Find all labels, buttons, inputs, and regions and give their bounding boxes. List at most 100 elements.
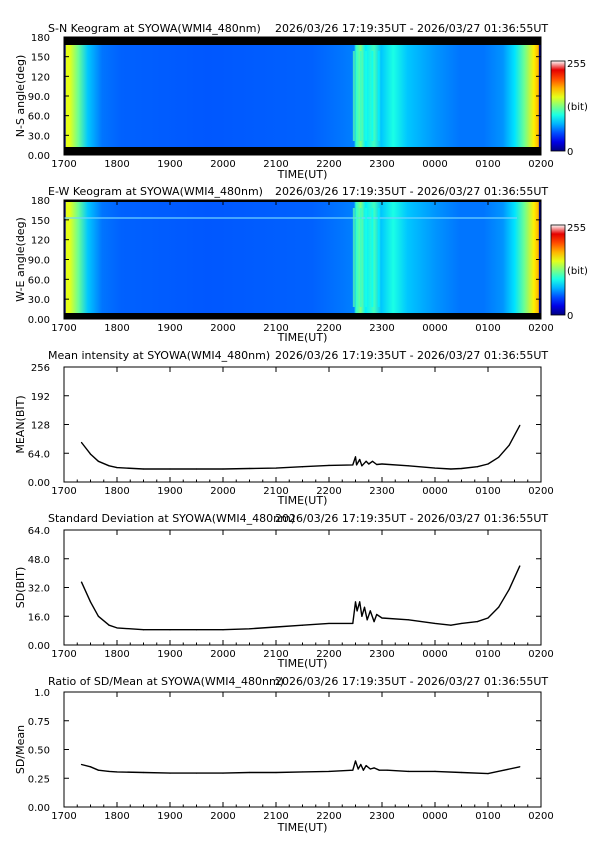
x-tick-label: 2000 — [210, 649, 235, 660]
panel-5: Ratio of SD/Mean at SYOWA(WMI4_480nm)202… — [14, 675, 554, 834]
data-point — [108, 465, 110, 467]
y-axis-label: W-E angle(deg) — [14, 217, 27, 302]
x-tick-label: 0000 — [422, 486, 447, 497]
panel-5-frame — [63, 691, 542, 808]
keogram-image — [64, 45, 541, 147]
data-point — [352, 464, 354, 466]
x-tick-label: 1800 — [104, 486, 129, 497]
y-axis-label: MEAN(BIT) — [14, 395, 27, 453]
panel-1-time-range: 2026/03/26 17:19:35UT - 2026/03/27 01:36… — [275, 22, 548, 35]
data-point — [328, 770, 330, 772]
x-tick-label: 2000 — [210, 811, 235, 822]
data-point — [407, 770, 410, 772]
keogram-column — [377, 51, 380, 141]
x-tick-label: 2000 — [210, 486, 235, 497]
x-tick-label: 2300 — [369, 323, 394, 334]
y-tick-label: 180 — [31, 196, 50, 207]
data-point — [116, 771, 118, 773]
data-point — [80, 441, 83, 444]
panel-1-title: S-N Keogram at SYOWA(WMI4_480nm) — [48, 22, 261, 35]
data-point — [508, 588, 510, 590]
panel-4-frame — [63, 529, 542, 646]
keogram-column — [365, 51, 368, 141]
data-point — [89, 453, 92, 455]
y-tick-label: 90.0 — [28, 92, 50, 103]
data-point — [508, 444, 510, 446]
data-point — [503, 769, 505, 771]
data-point — [376, 613, 378, 616]
data-point — [361, 465, 363, 467]
data-point — [116, 467, 118, 469]
data-point — [386, 769, 388, 771]
data-point — [301, 624, 304, 626]
panel-5-title: Ratio of SD/Mean at SYOWA(WMI4_480nm) — [48, 675, 284, 688]
y-tick-label: 0.75 — [28, 717, 50, 728]
data-point — [434, 467, 436, 469]
x-axis-label: TIME(UT) — [277, 821, 328, 834]
x-tick-label: 2300 — [369, 159, 394, 170]
data-point — [355, 464, 358, 466]
data-point — [301, 771, 304, 773]
data-point — [359, 458, 361, 461]
panel-1: S-N Keogram at SYOWA(WMI4_480nm) 2026/03/… — [14, 22, 588, 181]
x-tick-label: 0000 — [422, 159, 447, 170]
y-tick-label: 256 — [31, 363, 50, 374]
data-point — [460, 467, 463, 470]
x-tick-label: 1800 — [104, 159, 129, 170]
data-point — [519, 565, 521, 567]
data-point — [487, 773, 489, 775]
x-tick-label: 1800 — [104, 323, 129, 334]
x-axis-label: TIME(UT) — [277, 331, 328, 344]
data-point — [407, 619, 410, 621]
data-point — [362, 769, 365, 771]
x-tick-label: 0100 — [475, 649, 500, 660]
data-point — [222, 772, 224, 774]
x-tick-label: 1700 — [51, 486, 76, 497]
series-line — [80, 425, 521, 470]
keogram-column — [359, 208, 362, 307]
data-point — [275, 626, 277, 628]
data-point — [97, 769, 100, 771]
data-point — [195, 468, 198, 470]
panel-3-frame — [63, 366, 542, 483]
data-point — [487, 617, 489, 619]
y-tick-label: 150 — [31, 53, 50, 64]
y-tick-label: 128 — [31, 421, 50, 432]
data-point — [142, 771, 145, 774]
y-tick-label: 150 — [31, 216, 50, 227]
y-tick-label: 0.25 — [28, 774, 50, 785]
colorbar — [550, 60, 566, 152]
colorbar-min-label: 0 — [567, 311, 573, 322]
colorbar-max-label: 255 — [567, 223, 586, 234]
x-tick-label: 1700 — [51, 649, 76, 660]
data-point — [116, 627, 118, 629]
y-tick-label: 0.50 — [28, 746, 50, 757]
y-tick-label: 0.00 — [28, 803, 50, 814]
panel-3: Mean intensity at SYOWA(WMI4_480nm) 2026/… — [14, 349, 554, 507]
keogram-column — [352, 208, 355, 307]
data-point — [248, 771, 251, 774]
panel-4-title: Standard Deviation at SYOWA(WMI4_480nm) — [48, 512, 295, 525]
x-tick-label: 2200 — [316, 323, 341, 334]
panel-2-time-range: 2026/03/26 17:19:35UT - 2026/03/27 01:36… — [275, 185, 548, 198]
data-point — [381, 463, 383, 465]
x-tick-label: 1700 — [51, 811, 76, 822]
x-tick-label: 0200 — [528, 159, 553, 170]
data-point — [356, 610, 358, 612]
x-tick-label: 1900 — [157, 811, 182, 822]
y-tick-label: 0.00 — [28, 641, 50, 652]
data-point — [498, 456, 500, 458]
data-point — [354, 760, 357, 762]
y-tick-label: 30.0 — [28, 295, 50, 306]
data-point — [195, 629, 198, 631]
y-axis-label: SD/Mean — [14, 725, 27, 774]
panel-4: Standard Deviation at SYOWA(WMI4_480nm) 2… — [14, 512, 554, 670]
x-tick-label: 2100 — [263, 649, 288, 660]
data-point — [360, 763, 362, 766]
x-tick-label: 2100 — [263, 159, 288, 170]
x-tick-label: 2200 — [316, 649, 341, 660]
y-tick-label: 120 — [31, 72, 50, 83]
colorbar-max-label: 255 — [567, 59, 586, 70]
